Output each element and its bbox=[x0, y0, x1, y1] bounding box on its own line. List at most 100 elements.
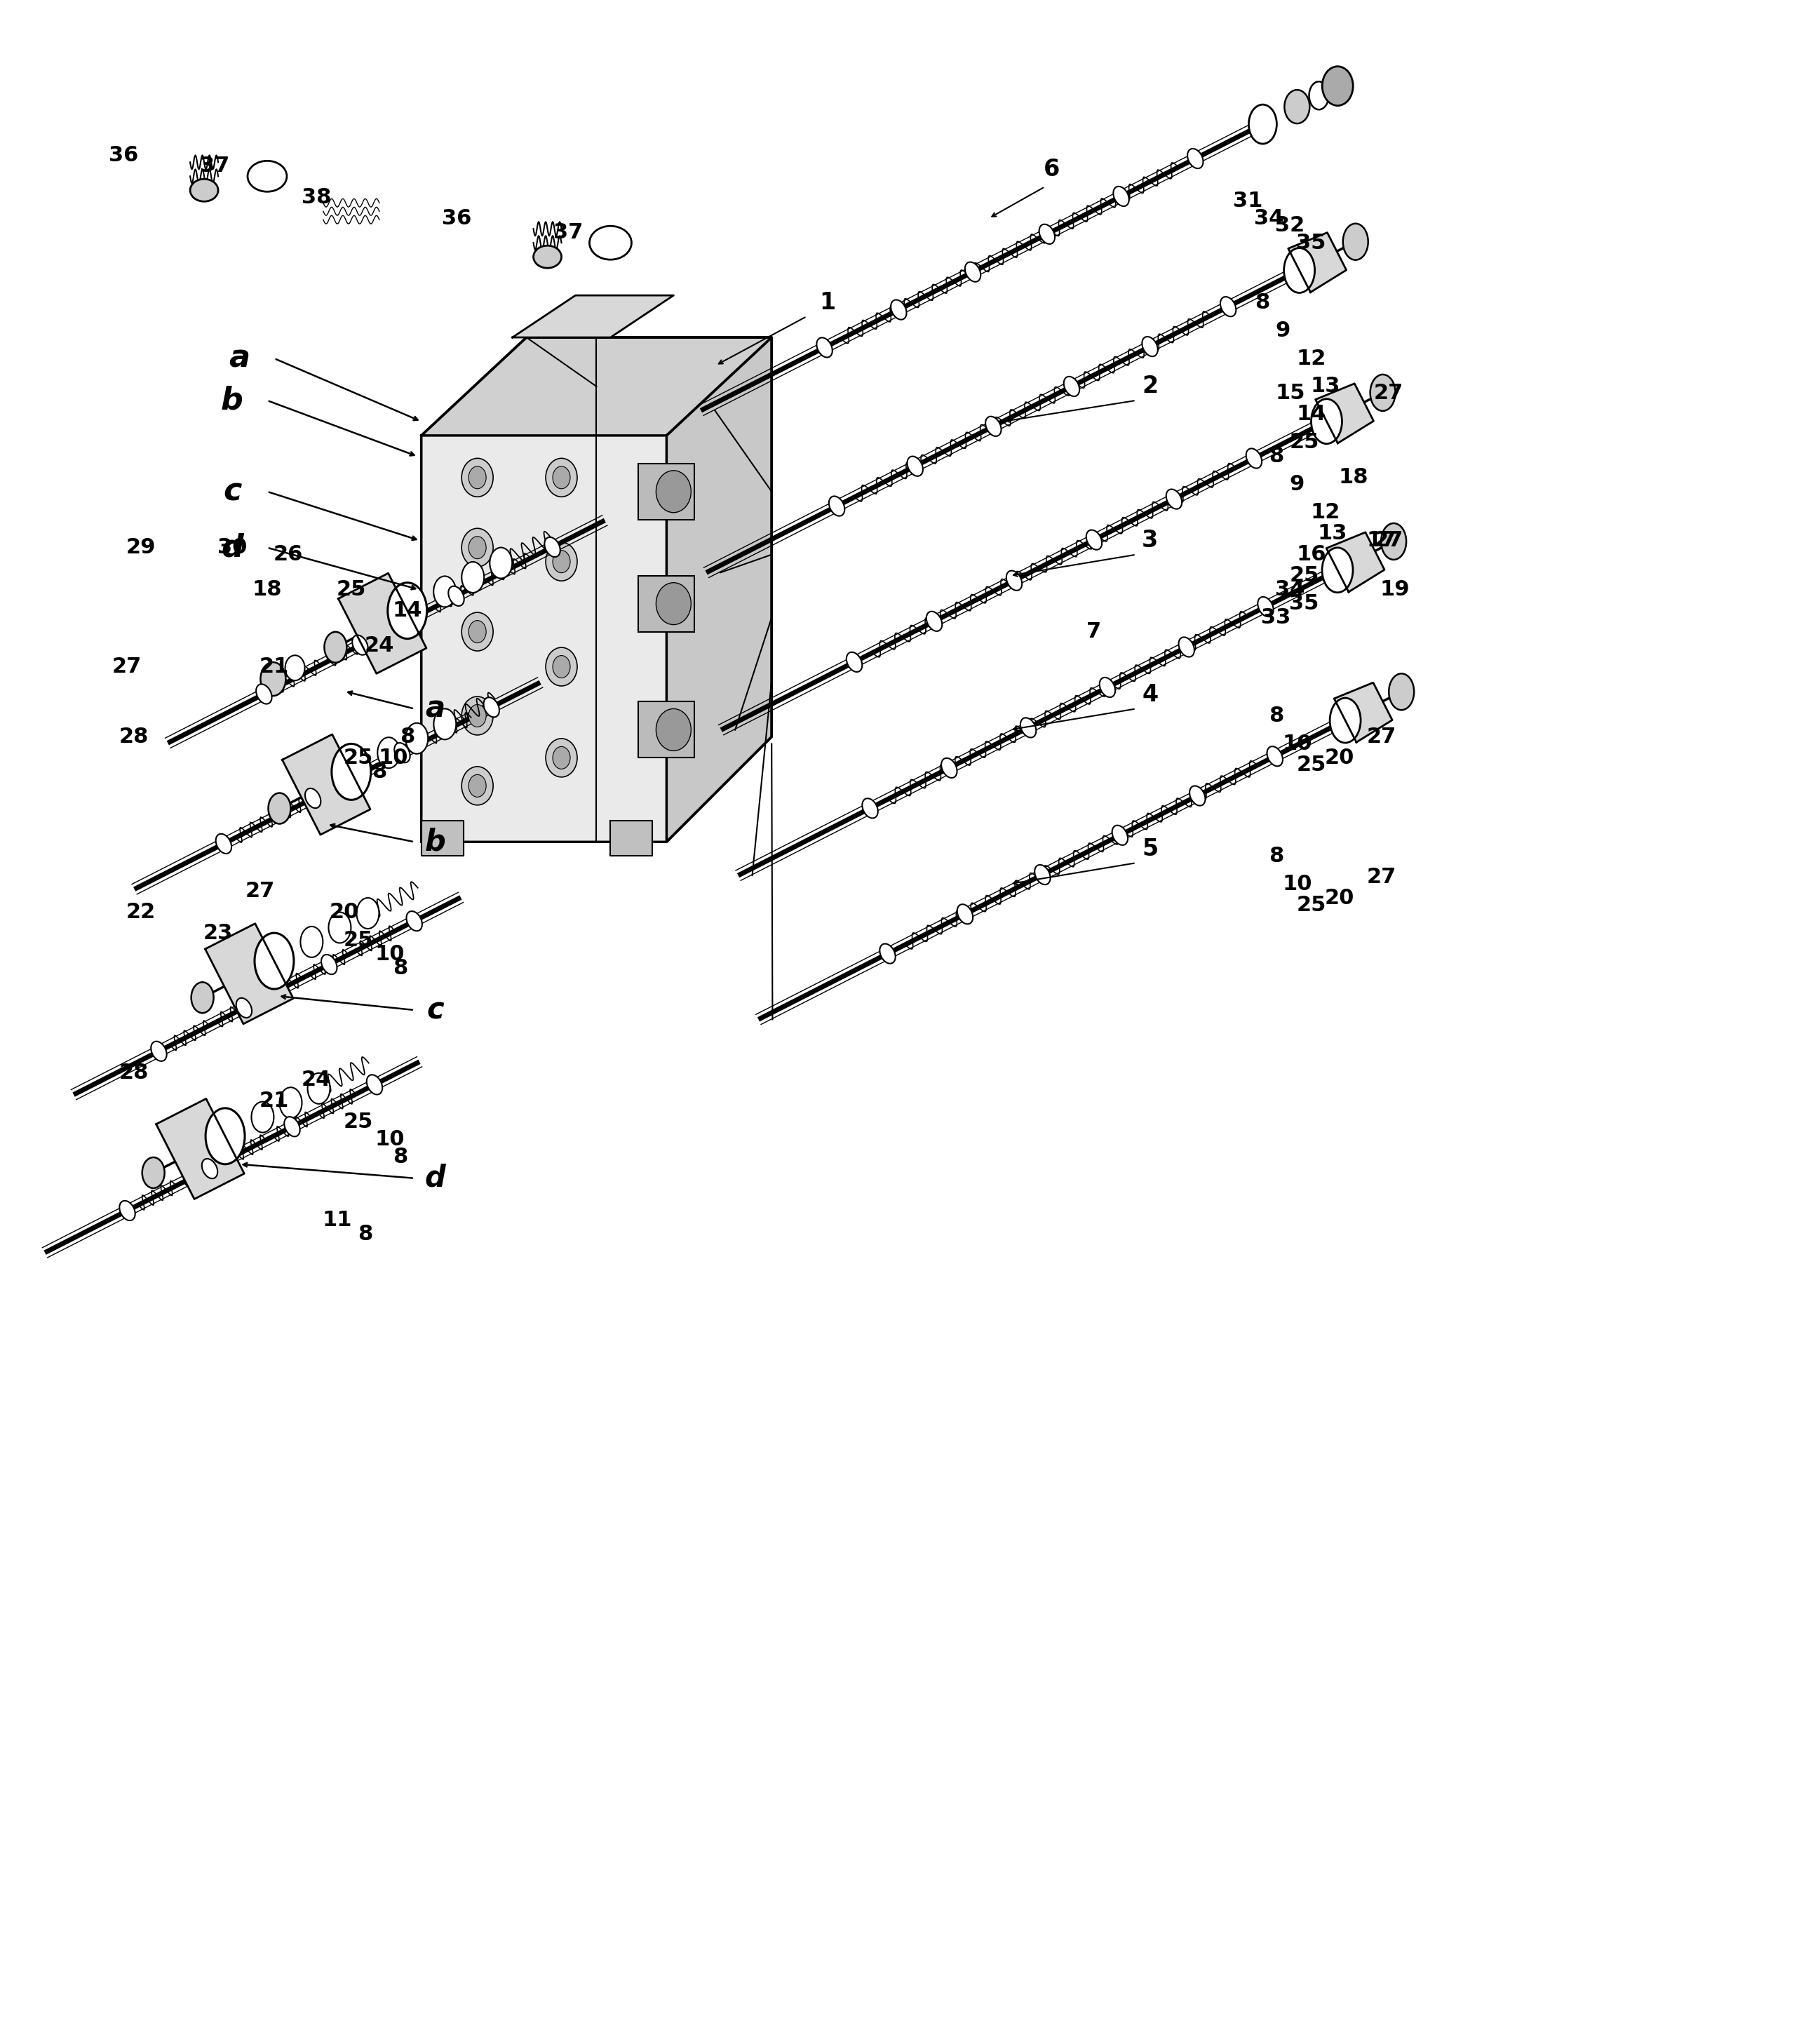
Ellipse shape bbox=[206, 1107, 244, 1164]
Text: 22: 22 bbox=[126, 902, 157, 923]
Ellipse shape bbox=[906, 457, 923, 475]
Text: 28: 28 bbox=[120, 727, 149, 748]
Ellipse shape bbox=[406, 910, 422, 931]
Text: a: a bbox=[426, 695, 446, 723]
Text: 37: 37 bbox=[200, 156, 229, 177]
Text: 37: 37 bbox=[553, 221, 582, 242]
Text: 8: 8 bbox=[393, 957, 408, 977]
Text: 16: 16 bbox=[1296, 545, 1327, 565]
Ellipse shape bbox=[1321, 549, 1352, 593]
Ellipse shape bbox=[1283, 248, 1314, 293]
Text: 5: 5 bbox=[1141, 837, 1158, 860]
Ellipse shape bbox=[306, 788, 320, 809]
Ellipse shape bbox=[1370, 374, 1396, 410]
Polygon shape bbox=[610, 821, 653, 855]
Text: 2: 2 bbox=[1141, 374, 1158, 398]
Text: 3: 3 bbox=[1141, 528, 1158, 553]
Ellipse shape bbox=[237, 998, 251, 1018]
Text: 25: 25 bbox=[337, 579, 366, 599]
Text: 10: 10 bbox=[1281, 874, 1312, 894]
Ellipse shape bbox=[217, 833, 231, 853]
Text: 30: 30 bbox=[217, 536, 248, 557]
Ellipse shape bbox=[324, 632, 348, 662]
Text: 25: 25 bbox=[1296, 754, 1327, 774]
Ellipse shape bbox=[1141, 337, 1158, 356]
Ellipse shape bbox=[546, 738, 577, 776]
Text: 36: 36 bbox=[442, 207, 471, 228]
Ellipse shape bbox=[1309, 81, 1329, 110]
Text: 8: 8 bbox=[1269, 447, 1283, 467]
Text: 24: 24 bbox=[302, 1071, 331, 1091]
Text: 25: 25 bbox=[1289, 565, 1320, 585]
Text: 34: 34 bbox=[1276, 579, 1305, 599]
Text: 13: 13 bbox=[1310, 376, 1340, 396]
Text: 19: 19 bbox=[1380, 579, 1410, 599]
Text: 17: 17 bbox=[1367, 530, 1396, 551]
Ellipse shape bbox=[1249, 104, 1278, 144]
Ellipse shape bbox=[1343, 224, 1369, 260]
Ellipse shape bbox=[357, 898, 379, 929]
Text: 29: 29 bbox=[126, 536, 157, 557]
Ellipse shape bbox=[1006, 571, 1023, 591]
Text: b: b bbox=[220, 386, 244, 417]
Text: 24: 24 bbox=[364, 636, 395, 656]
Text: 35: 35 bbox=[1289, 593, 1320, 614]
Text: d: d bbox=[424, 1164, 446, 1193]
Text: 32: 32 bbox=[1276, 215, 1305, 236]
Polygon shape bbox=[206, 923, 293, 1024]
Ellipse shape bbox=[1112, 825, 1128, 845]
Ellipse shape bbox=[546, 459, 577, 496]
Ellipse shape bbox=[251, 1101, 273, 1132]
Ellipse shape bbox=[553, 746, 570, 768]
Text: 8: 8 bbox=[1269, 845, 1283, 866]
Ellipse shape bbox=[926, 612, 943, 632]
Ellipse shape bbox=[546, 648, 577, 687]
Ellipse shape bbox=[957, 904, 974, 925]
Ellipse shape bbox=[377, 738, 400, 768]
Text: 26: 26 bbox=[273, 545, 304, 565]
Ellipse shape bbox=[941, 758, 957, 778]
Text: 27: 27 bbox=[1367, 727, 1396, 748]
Ellipse shape bbox=[462, 697, 493, 736]
Ellipse shape bbox=[546, 543, 577, 581]
Ellipse shape bbox=[828, 496, 844, 516]
Text: 10: 10 bbox=[1281, 734, 1312, 754]
Text: 27: 27 bbox=[1374, 530, 1403, 551]
Text: 21: 21 bbox=[258, 1091, 289, 1112]
Text: 36: 36 bbox=[109, 144, 138, 165]
Ellipse shape bbox=[890, 301, 906, 319]
Ellipse shape bbox=[1221, 297, 1236, 317]
Text: c: c bbox=[222, 475, 242, 506]
Text: 25: 25 bbox=[1289, 433, 1320, 453]
Ellipse shape bbox=[462, 766, 493, 805]
Ellipse shape bbox=[406, 723, 428, 754]
Ellipse shape bbox=[1190, 786, 1205, 805]
Ellipse shape bbox=[1258, 597, 1274, 616]
Polygon shape bbox=[422, 337, 772, 841]
Text: 20: 20 bbox=[1325, 748, 1354, 768]
Ellipse shape bbox=[846, 652, 863, 673]
Text: 25: 25 bbox=[1296, 894, 1327, 914]
Text: 14: 14 bbox=[393, 601, 422, 622]
Ellipse shape bbox=[448, 585, 464, 606]
Text: 10: 10 bbox=[375, 1130, 404, 1150]
Ellipse shape bbox=[286, 654, 304, 681]
Ellipse shape bbox=[468, 536, 486, 559]
Ellipse shape bbox=[817, 337, 832, 358]
Ellipse shape bbox=[329, 912, 351, 943]
Ellipse shape bbox=[553, 551, 570, 573]
Ellipse shape bbox=[395, 744, 409, 762]
Ellipse shape bbox=[553, 465, 570, 490]
Ellipse shape bbox=[1034, 866, 1050, 884]
Ellipse shape bbox=[553, 656, 570, 679]
Ellipse shape bbox=[280, 1087, 302, 1118]
Text: 31: 31 bbox=[1234, 191, 1263, 211]
Text: 10: 10 bbox=[379, 748, 408, 768]
Ellipse shape bbox=[308, 1073, 329, 1103]
Text: d: d bbox=[220, 532, 244, 563]
Ellipse shape bbox=[151, 1040, 167, 1061]
Text: 14: 14 bbox=[1296, 404, 1327, 425]
Ellipse shape bbox=[468, 620, 486, 642]
Ellipse shape bbox=[1039, 224, 1056, 244]
Ellipse shape bbox=[490, 547, 511, 579]
